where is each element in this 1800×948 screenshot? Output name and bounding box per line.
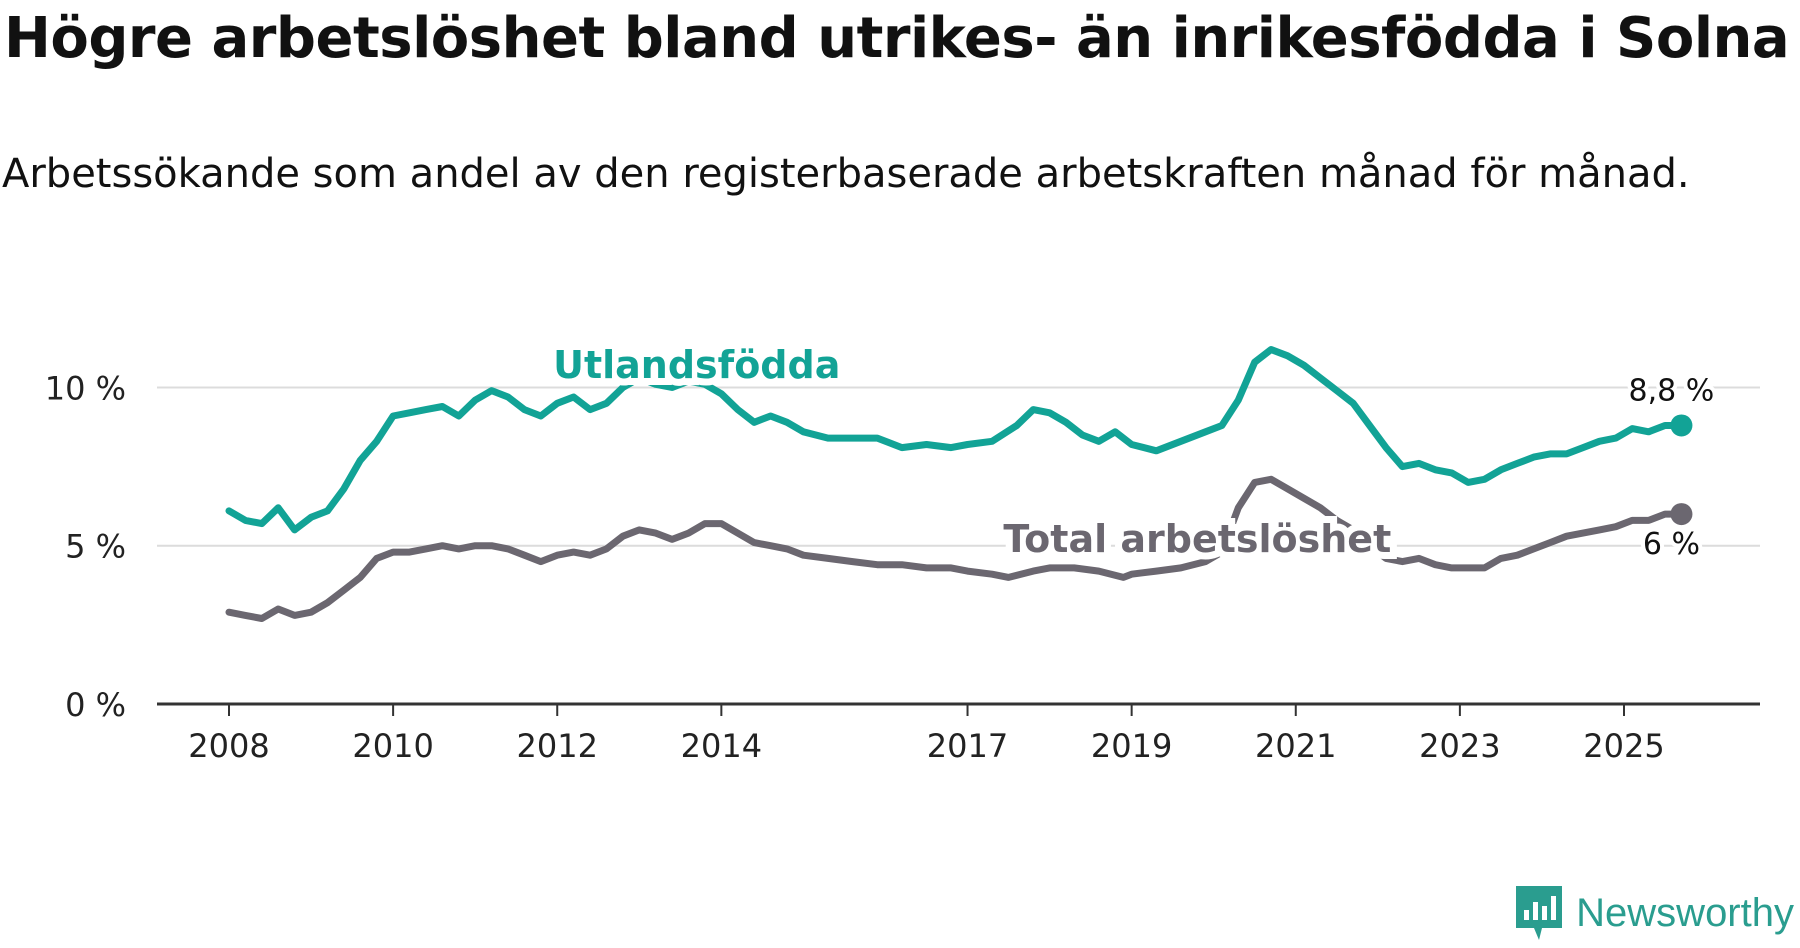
series-annotations: 8,8 % 6 % Utlandsfödda Total arbetslöshet [546,336,1718,568]
newsworthy-logo-icon [1516,886,1563,940]
chart-subtitle: Arbetssökande som andel av den registerb… [2,151,1690,197]
x-tick-label: 2023 [1419,727,1500,765]
series-lines [225,346,1693,622]
x-axis: 2008 2010 2012 2014 2017 2019 2021 2023 2025 [157,702,1760,765]
x-tick-label: 2012 [517,727,598,765]
series-line-total [225,475,1685,622]
x-tick-label: 2010 [352,727,433,765]
series-label-foreign: Utlandsfödda [553,343,840,387]
y-tick-label: 5 % [65,528,126,566]
x-tick-label: 2014 [681,727,762,765]
chart-title: Högre arbetslöshet bland utrikes- än inr… [4,6,1790,71]
x-tick-label: 2008 [188,727,269,765]
y-axis-ticks: 0 % 5 % 10 % [45,369,126,724]
x-tick-label: 2019 [1091,727,1172,765]
newsworthy-brand: Newsworthy [1514,884,1794,942]
grid-lines [157,386,1760,547]
end-marker-total [1670,503,1693,526]
brand-name: Newsworthy [1576,890,1794,935]
series-line-foreign [225,346,1685,534]
end-value-label-foreign: 8,8 % [1629,373,1715,408]
x-tick-label: 2017 [927,727,1008,765]
end-value-label-total: 6 % [1643,527,1700,562]
x-tick-label: 2021 [1255,727,1336,765]
end-marker-foreign [1670,414,1693,437]
series-label-total: Total arbetslöshet [1003,517,1391,561]
y-tick-label: 10 % [45,369,126,407]
x-tick-label: 2025 [1583,727,1664,765]
y-tick-label: 0 % [65,686,126,724]
